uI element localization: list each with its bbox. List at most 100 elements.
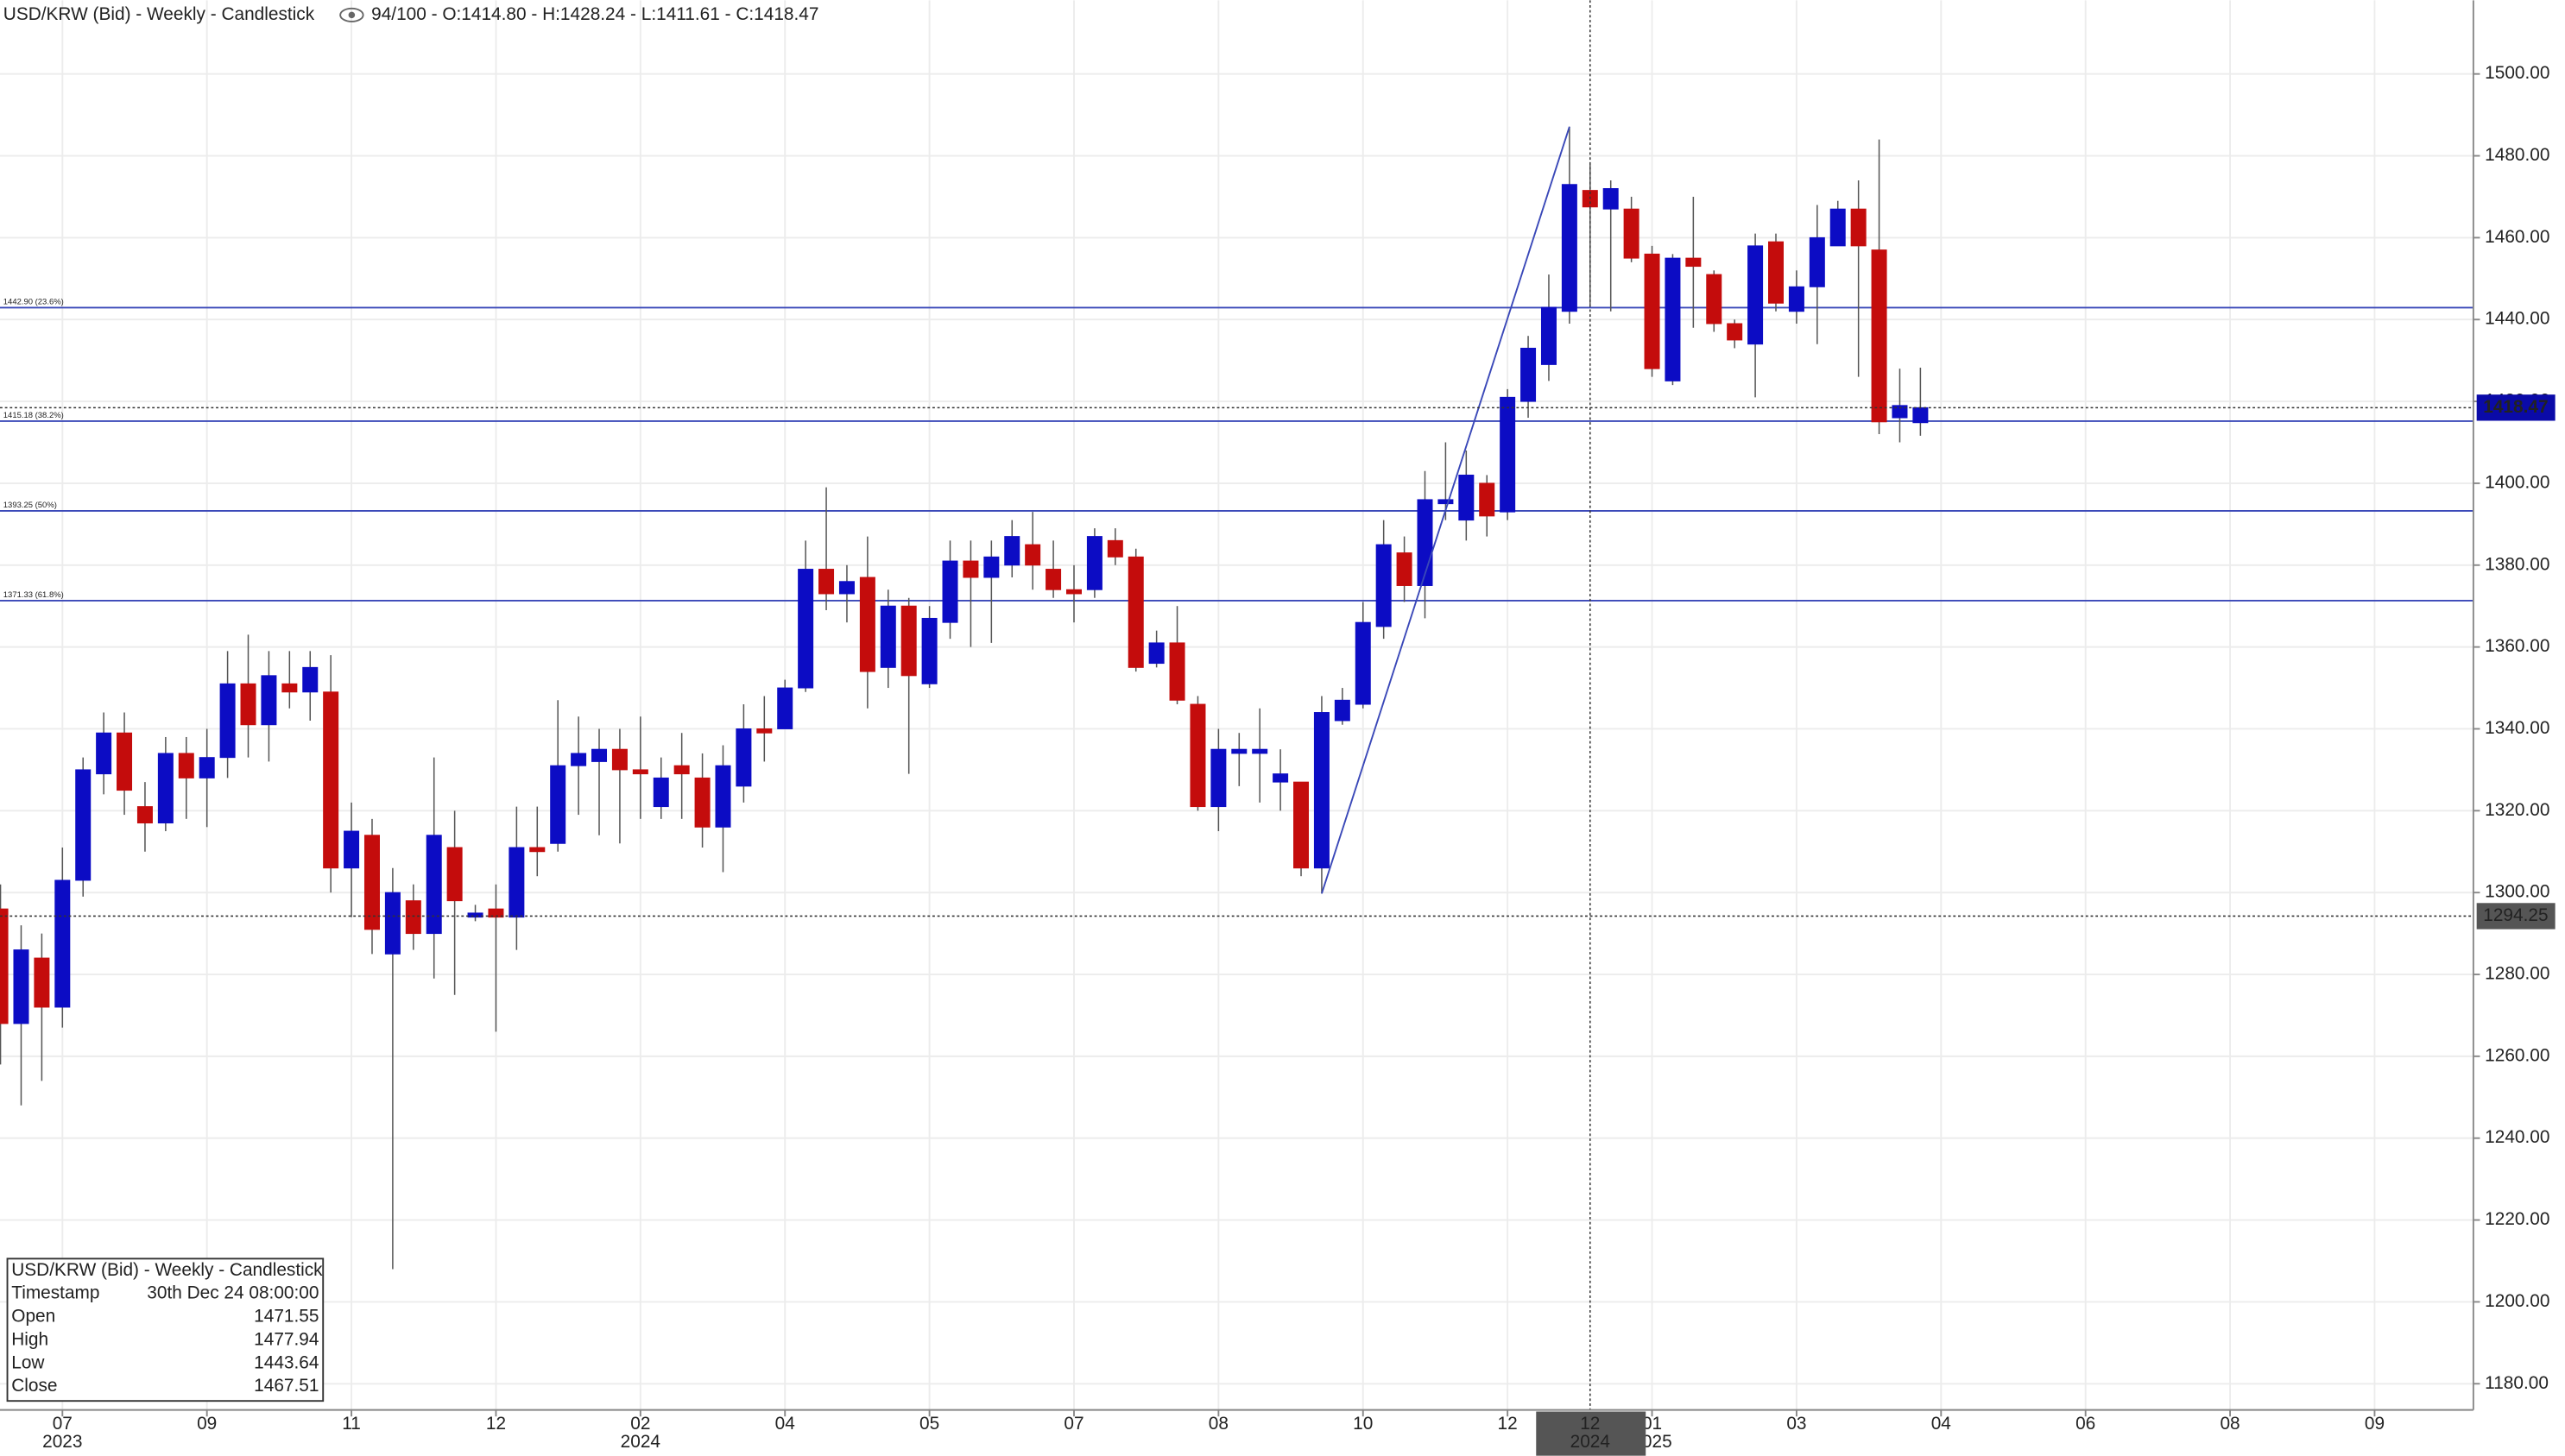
info-key: Close [11, 1376, 57, 1396]
candle-body [0, 908, 9, 1024]
y-tick-label: 1460.00 [2485, 227, 2549, 247]
info-box: USD/KRW (Bid) - Weekly - Candlestick Tim… [6, 1257, 325, 1402]
y-tick-label: 1480.00 [2485, 145, 2549, 165]
x-tick-label: 02 [630, 1414, 650, 1434]
candle-body [136, 806, 153, 824]
candle-body [1252, 748, 1268, 754]
candle-body [1706, 274, 1722, 325]
last-price-box [2476, 394, 2556, 421]
x-tick-label: 04 [775, 1414, 795, 1434]
fib-label: 1442.90 (23.6%) [3, 297, 64, 306]
candle-body [1871, 249, 1887, 423]
candle-body [1623, 208, 1639, 259]
candle-body [1540, 306, 1557, 365]
x-year-label: 2023 [42, 1432, 82, 1452]
candle-body [942, 560, 958, 623]
eye-icon [339, 7, 364, 22]
y-tick-label: 1300.00 [2485, 882, 2549, 902]
candle-body [1086, 536, 1102, 590]
candle-body [509, 847, 525, 918]
candle-body [756, 728, 773, 734]
x-tick-label: 03 [1786, 1414, 1806, 1434]
candle-body [1912, 407, 1929, 424]
candle-body [157, 753, 174, 824]
candle-body [1396, 552, 1412, 586]
candle-body [446, 847, 463, 902]
candle-body [798, 569, 814, 689]
candle-body [1148, 642, 1165, 665]
candle-body [281, 683, 298, 693]
candle-body [673, 765, 690, 775]
y-tick-label: 1240.00 [2485, 1127, 2549, 1147]
candle-body [1210, 748, 1227, 808]
candle-body [983, 556, 1000, 578]
axes: 1180.00 1200.00 1220.00 1240.00 1260.00 1280.… [42, 63, 2556, 1456]
fib-label: 1393.25 (50%) [3, 501, 57, 510]
candle-body [880, 605, 896, 668]
crosshair-price-box [2476, 903, 2556, 930]
info-key: Open [11, 1306, 55, 1326]
candle-body [1065, 589, 1082, 595]
candle-body [900, 605, 917, 677]
candle-body [1046, 569, 1062, 590]
x-tick-label: 07 [53, 1414, 73, 1434]
candle-body [363, 835, 380, 930]
y-tick-label: 1320.00 [2485, 800, 2549, 820]
y-tick-label: 1220.00 [2485, 1209, 2549, 1229]
y-tick-label: 1360.00 [2485, 636, 2549, 656]
candle-body [694, 777, 711, 828]
candle-body [426, 835, 442, 935]
candle-body [963, 560, 979, 578]
candle-body [777, 687, 793, 729]
candle-body [1293, 781, 1310, 869]
candle-body [1747, 245, 1764, 345]
candle-body [1231, 748, 1248, 754]
candle-body [1788, 286, 1804, 312]
y-tick-label: 1200.00 [2485, 1291, 2549, 1311]
plot: 1442.90 (23.6%) 1415.18 (38.2%) 1393.25 (5… [0, 0, 2473, 1410]
x-tick-label: 04 [1931, 1414, 1951, 1434]
candle-body [1025, 544, 1041, 566]
candle-body [344, 830, 360, 869]
x-tick-label: 12 [1498, 1414, 1518, 1434]
candle-body [488, 908, 504, 918]
y-tick-label: 1500.00 [2485, 63, 2549, 83]
candle-body [1437, 499, 1454, 505]
candle-body [1273, 773, 1289, 783]
fib-label: 1415.18 (38.2%) [3, 411, 64, 420]
candle-body [467, 912, 483, 918]
info-value: 30th Dec 24 08:00:00 [147, 1283, 319, 1303]
info-key: High [11, 1329, 48, 1349]
candle-body [1500, 396, 1516, 513]
x-tick-label: 11 [342, 1414, 361, 1434]
candle-body [13, 949, 29, 1024]
x-tick-label: 08 [1209, 1414, 1229, 1434]
candle-body [550, 765, 566, 844]
candle-body [1809, 236, 1825, 287]
candle-body [838, 581, 855, 595]
y-tick-label: 1180.00 [2485, 1373, 2549, 1393]
candle-body [653, 777, 669, 808]
fib-label: 1371.33 (61.8%) [3, 590, 64, 600]
grid [0, 0, 2473, 1410]
y-tick-label: 1400.00 [2485, 472, 2549, 492]
status-text: 94/100 - O:1414.80 - H:1428.24 - L:1411.… [371, 4, 818, 24]
candle-body [1355, 621, 1371, 705]
candle-body [1128, 556, 1144, 668]
candle-body [54, 879, 71, 1008]
candle-body [405, 900, 421, 935]
candle-body [96, 732, 112, 775]
candle-body [219, 683, 236, 759]
candle-body [1644, 253, 1660, 369]
candle-body [1850, 208, 1867, 247]
x-year-label: 2024 [621, 1432, 660, 1452]
x-tick-label: 06 [2075, 1414, 2095, 1434]
x-tick-label: 12 [486, 1414, 506, 1434]
x-tick-label: 09 [2365, 1414, 2385, 1434]
candle-body [240, 683, 256, 726]
y-tick-label: 1280.00 [2485, 964, 2549, 984]
y-tick-label: 1260.00 [2485, 1045, 2549, 1065]
info-title: USD/KRW (Bid) - Weekly - Candlestick [11, 1260, 323, 1280]
x-tick-label: 01 [1642, 1414, 1662, 1434]
crosshair-date-sublabel: 2024 [1570, 1432, 1610, 1452]
